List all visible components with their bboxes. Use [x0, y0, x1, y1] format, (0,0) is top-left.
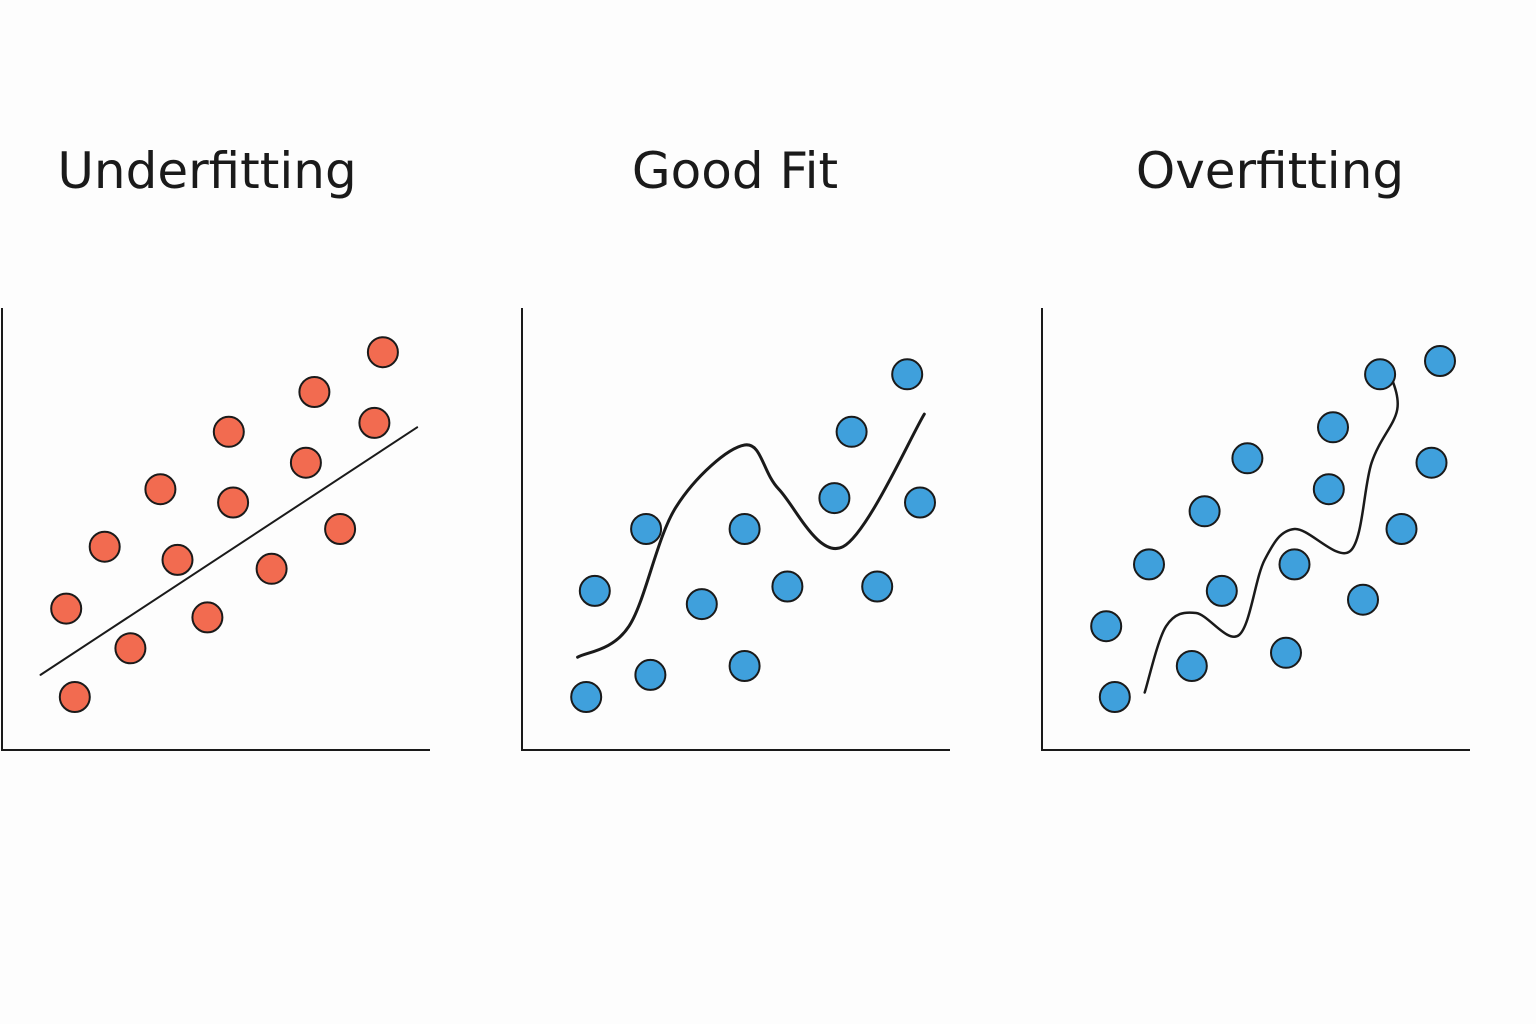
data-point-overfitting: [1270, 636, 1302, 669]
data-point-overfitting: [1133, 548, 1165, 581]
chart-title-underfitting: Underfitting: [57, 142, 356, 200]
data-point-overfitting: [1098, 681, 1131, 713]
data-point-overfitting: [1415, 446, 1448, 479]
chart-title-good-fit: Good Fit: [632, 142, 838, 200]
data-point-underfitting: [144, 473, 177, 506]
data-point-good-fit: [634, 658, 667, 691]
data-point-overfitting: [1188, 495, 1221, 528]
chart-title-overfitting: Overfitting: [1136, 142, 1404, 200]
data-point-overfitting: [1385, 513, 1418, 545]
chart-underfitting: Underfitting: [1, 142, 430, 751]
data-point-good-fit: [904, 486, 936, 519]
axes-underfitting: [1, 308, 430, 751]
data-point-overfitting: [1278, 548, 1311, 581]
data-point-underfitting: [298, 376, 331, 408]
data-point-overfitting: [1090, 610, 1123, 643]
data-point-overfitting: [1364, 358, 1397, 391]
data-point-underfitting: [217, 486, 250, 519]
data-point-underfitting: [161, 543, 194, 576]
data-point-good-fit: [578, 574, 611, 607]
data-point-overfitting: [1424, 345, 1456, 377]
data-point-underfitting: [58, 681, 91, 713]
data-point-good-fit: [891, 358, 924, 391]
data-point-overfitting: [1175, 650, 1208, 682]
marks-good-fit: [570, 358, 936, 713]
data-point-overfitting: [1317, 411, 1349, 444]
data-point-underfitting: [191, 601, 224, 634]
data-point-good-fit: [570, 681, 603, 713]
data-point-underfitting: [255, 552, 288, 585]
data-point-good-fit: [728, 513, 761, 545]
data-point-underfitting: [366, 336, 399, 369]
data-point-overfitting: [1205, 574, 1238, 607]
data-point-underfitting: [212, 415, 245, 448]
data-point-good-fit: [835, 415, 868, 448]
data-point-underfitting: [358, 406, 391, 439]
axes-good-fit: [521, 308, 950, 751]
axes-overfitting: [1041, 308, 1470, 751]
marks-overfitting: [1090, 345, 1456, 713]
chart-good-fit: Good Fit: [521, 142, 950, 751]
data-point-good-fit: [630, 513, 663, 545]
data-point-underfitting: [88, 530, 121, 563]
data-point-underfitting: [50, 592, 83, 625]
fit-line-underfitting: [39, 426, 419, 676]
data-point-overfitting: [1231, 442, 1264, 475]
data-point-good-fit: [685, 588, 718, 621]
data-point-underfitting: [289, 446, 322, 479]
data-point-good-fit: [861, 570, 894, 603]
data-point-underfitting: [324, 513, 357, 545]
data-point-good-fit: [728, 650, 761, 682]
data-point-good-fit: [771, 570, 804, 603]
fit-line-overfitting: [1143, 368, 1399, 694]
data-point-underfitting: [114, 632, 147, 665]
chart-overfitting: Overfitting: [1041, 142, 1470, 751]
data-point-overfitting: [1347, 583, 1379, 616]
marks-underfitting: [39, 336, 419, 713]
data-point-good-fit: [818, 482, 851, 515]
fit-line-good-fit: [576, 412, 926, 659]
data-point-overfitting: [1312, 473, 1345, 506]
